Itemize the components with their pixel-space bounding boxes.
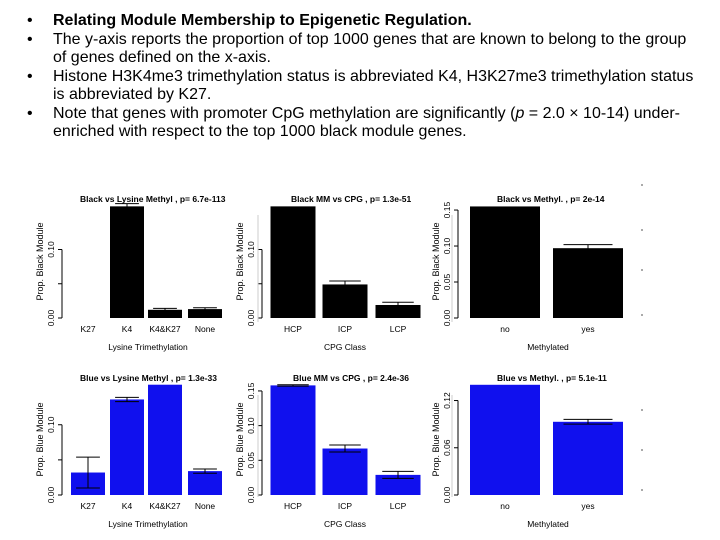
chart-title: Black MM vs CPG , p= 1.3e-51 bbox=[291, 194, 412, 204]
y-tick-label: 0.12 bbox=[442, 392, 452, 409]
y-tick-label: 0.05 bbox=[442, 273, 452, 290]
bar bbox=[270, 206, 316, 318]
y-tick-label: 0.05 bbox=[246, 452, 256, 469]
y-tick-label: 0.00 bbox=[46, 486, 56, 503]
bar bbox=[470, 384, 540, 495]
bar bbox=[270, 385, 316, 495]
x-tick-label: LCP bbox=[390, 501, 407, 511]
y-axis-label: Prop. Black Module bbox=[35, 222, 45, 300]
chart-panel: Black vs Lysine Methyl , p= 6.7e-113 0.00… bbox=[35, 194, 226, 352]
bullet-glyph: • bbox=[27, 12, 33, 29]
bullet-glyph: • bbox=[27, 104, 33, 122]
x-axis-label: CPG Class bbox=[324, 342, 366, 352]
y-axis-label: Prop. Black Module bbox=[235, 222, 245, 300]
x-axis-label: Methylated bbox=[527, 342, 569, 352]
x-tick-label: K4&K27 bbox=[149, 324, 180, 334]
bar bbox=[110, 399, 144, 495]
x-tick-label: ICP bbox=[338, 324, 353, 334]
x-tick-label: None bbox=[195, 324, 216, 334]
chart-panel: Blue vs Methyl. , p= 5.1e-11 0.00 0.06 0.12… bbox=[431, 373, 623, 529]
y-tick-label: 0.00 bbox=[246, 309, 256, 326]
bullet-text: Note that genes with promoter CpG methyl… bbox=[53, 105, 680, 141]
x-tick-label: K27 bbox=[80, 324, 95, 334]
y-tick-label: 0.00 bbox=[46, 309, 56, 326]
bar bbox=[470, 206, 540, 318]
bar bbox=[375, 474, 421, 495]
x-tick-label: K27 bbox=[80, 501, 95, 511]
x-tick-label: HCP bbox=[284, 501, 302, 511]
x-axis-label: CPG Class bbox=[324, 519, 366, 529]
y-tick-label: 0.00 bbox=[442, 309, 452, 326]
chart-title: Blue MM vs CPG , p= 2.4e-36 bbox=[293, 373, 409, 383]
x-tick-label: LCP bbox=[390, 324, 407, 334]
bullet-item-4: • Note that genes with promoter CpG meth… bbox=[24, 105, 700, 142]
y-axis-label: Prop. Blue Module bbox=[35, 402, 45, 476]
y-tick-label: 0.10 bbox=[246, 241, 256, 258]
chart-panel: Blue vs Lysine Methyl , p= 1.3e-33 0.00 0.… bbox=[35, 373, 222, 529]
chart-title: Blue vs Lysine Methyl , p= 1.3e-33 bbox=[80, 373, 217, 383]
bullet-text-p: p bbox=[515, 104, 525, 122]
y-axis-label: Prop. Blue Module bbox=[431, 402, 441, 476]
x-tick-label: ICP bbox=[338, 501, 353, 511]
bar bbox=[148, 384, 182, 495]
bar bbox=[148, 309, 182, 318]
bar bbox=[375, 304, 421, 318]
bullet-text: Histone H3K4me3 trimethylation status is… bbox=[53, 67, 694, 104]
bullet-text: The y-axis reports the proportion of top… bbox=[53, 30, 687, 67]
bar bbox=[188, 471, 222, 495]
slide-heading: Relating Module Membership to Epigenetic… bbox=[53, 12, 472, 29]
y-axis-label: Prop. Blue Module bbox=[235, 402, 245, 476]
chart-panel: Black vs Methyl. , p= 2e-14 0.00 0.05 0.10 0… bbox=[431, 194, 623, 352]
bullet-text-post: = 2.0 × 10-14) under-enriched with respe… bbox=[53, 104, 680, 141]
x-tick-label: yes bbox=[581, 501, 594, 511]
x-tick-label: None bbox=[195, 501, 216, 511]
bar bbox=[188, 309, 222, 318]
x-tick-label: no bbox=[500, 324, 510, 334]
x-tick-label: K4 bbox=[122, 501, 133, 511]
x-tick-label: yes bbox=[581, 324, 594, 334]
y-tick-label: 0.15 bbox=[246, 382, 256, 399]
bar bbox=[553, 248, 623, 318]
bullet-glyph: • bbox=[27, 67, 33, 85]
y-tick-label: 0.00 bbox=[442, 486, 452, 503]
bullet-item-2: • The y-axis reports the proportion of t… bbox=[24, 31, 700, 68]
y-tick-label: 0.10 bbox=[442, 237, 452, 254]
y-tick-label: 0.10 bbox=[46, 416, 56, 433]
y-tick-label: 0.10 bbox=[246, 417, 256, 434]
x-axis-label: Lysine Trimethylation bbox=[108, 342, 188, 352]
x-tick-label: K4 bbox=[122, 324, 133, 334]
y-axis-label: Prop. Black Module bbox=[431, 222, 441, 300]
bar bbox=[322, 448, 368, 495]
y-tick-label: 0.15 bbox=[442, 201, 452, 218]
y-tick-label: 0.06 bbox=[442, 439, 452, 456]
chart-panel: Blue MM vs CPG , p= 2.4e-36 0.00 0.05 0.10 0… bbox=[235, 373, 421, 529]
bullet-glyph: • bbox=[27, 30, 33, 48]
bullet-text-pre: Note that genes with promoter CpG methyl… bbox=[53, 104, 516, 122]
chart-panel: Black MM vs CPG , p= 1.3e-51 0.00 0.10Prop… bbox=[235, 194, 421, 352]
chart-title: Black vs Lysine Methyl , p= 6.7e-113 bbox=[80, 194, 226, 204]
bullet-item-1: • Relating Module Membership to Epigenet… bbox=[24, 12, 700, 31]
x-axis-label: Methylated bbox=[527, 519, 569, 529]
chart-title: Blue vs Methyl. , p= 5.1e-11 bbox=[497, 373, 607, 383]
x-tick-label: HCP bbox=[284, 324, 302, 334]
x-tick-label: no bbox=[500, 501, 510, 511]
bullet-item-3: • Histone H3K4me3 trimethylation status … bbox=[24, 68, 700, 105]
bullet-list: • Relating Module Membership to Epigenet… bbox=[24, 12, 700, 142]
x-tick-label: K4&K27 bbox=[149, 501, 180, 511]
bar bbox=[553, 421, 623, 495]
chart-title: Black vs Methyl. , p= 2e-14 bbox=[497, 194, 605, 204]
bar bbox=[110, 206, 144, 318]
y-tick-label: 0.10 bbox=[46, 241, 56, 258]
y-tick-label: 0.00 bbox=[246, 486, 256, 503]
bar bbox=[322, 284, 368, 318]
x-axis-label: Lysine Trimethylation bbox=[108, 519, 188, 529]
